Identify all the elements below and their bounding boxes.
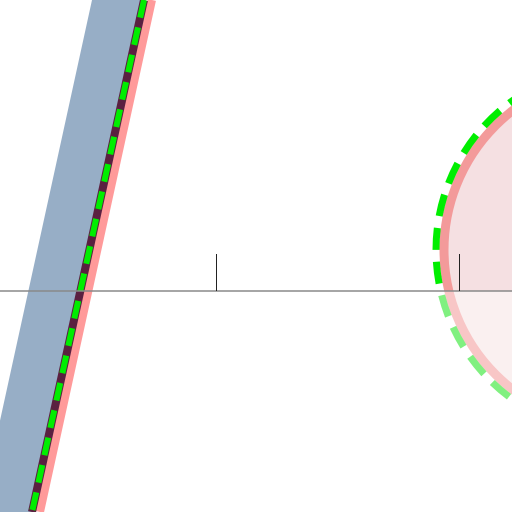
dashed-boundary-line	[29, 0, 147, 512]
shaded-circle	[432, 96, 512, 404]
band-edge-red	[36, 0, 156, 512]
circle-fill-lower	[444, 291, 512, 395]
axis-ticks	[216, 254, 460, 291]
shaded-band	[0, 0, 156, 512]
circle-fill-upper	[439, 105, 512, 291]
band-fill	[0, 0, 146, 512]
